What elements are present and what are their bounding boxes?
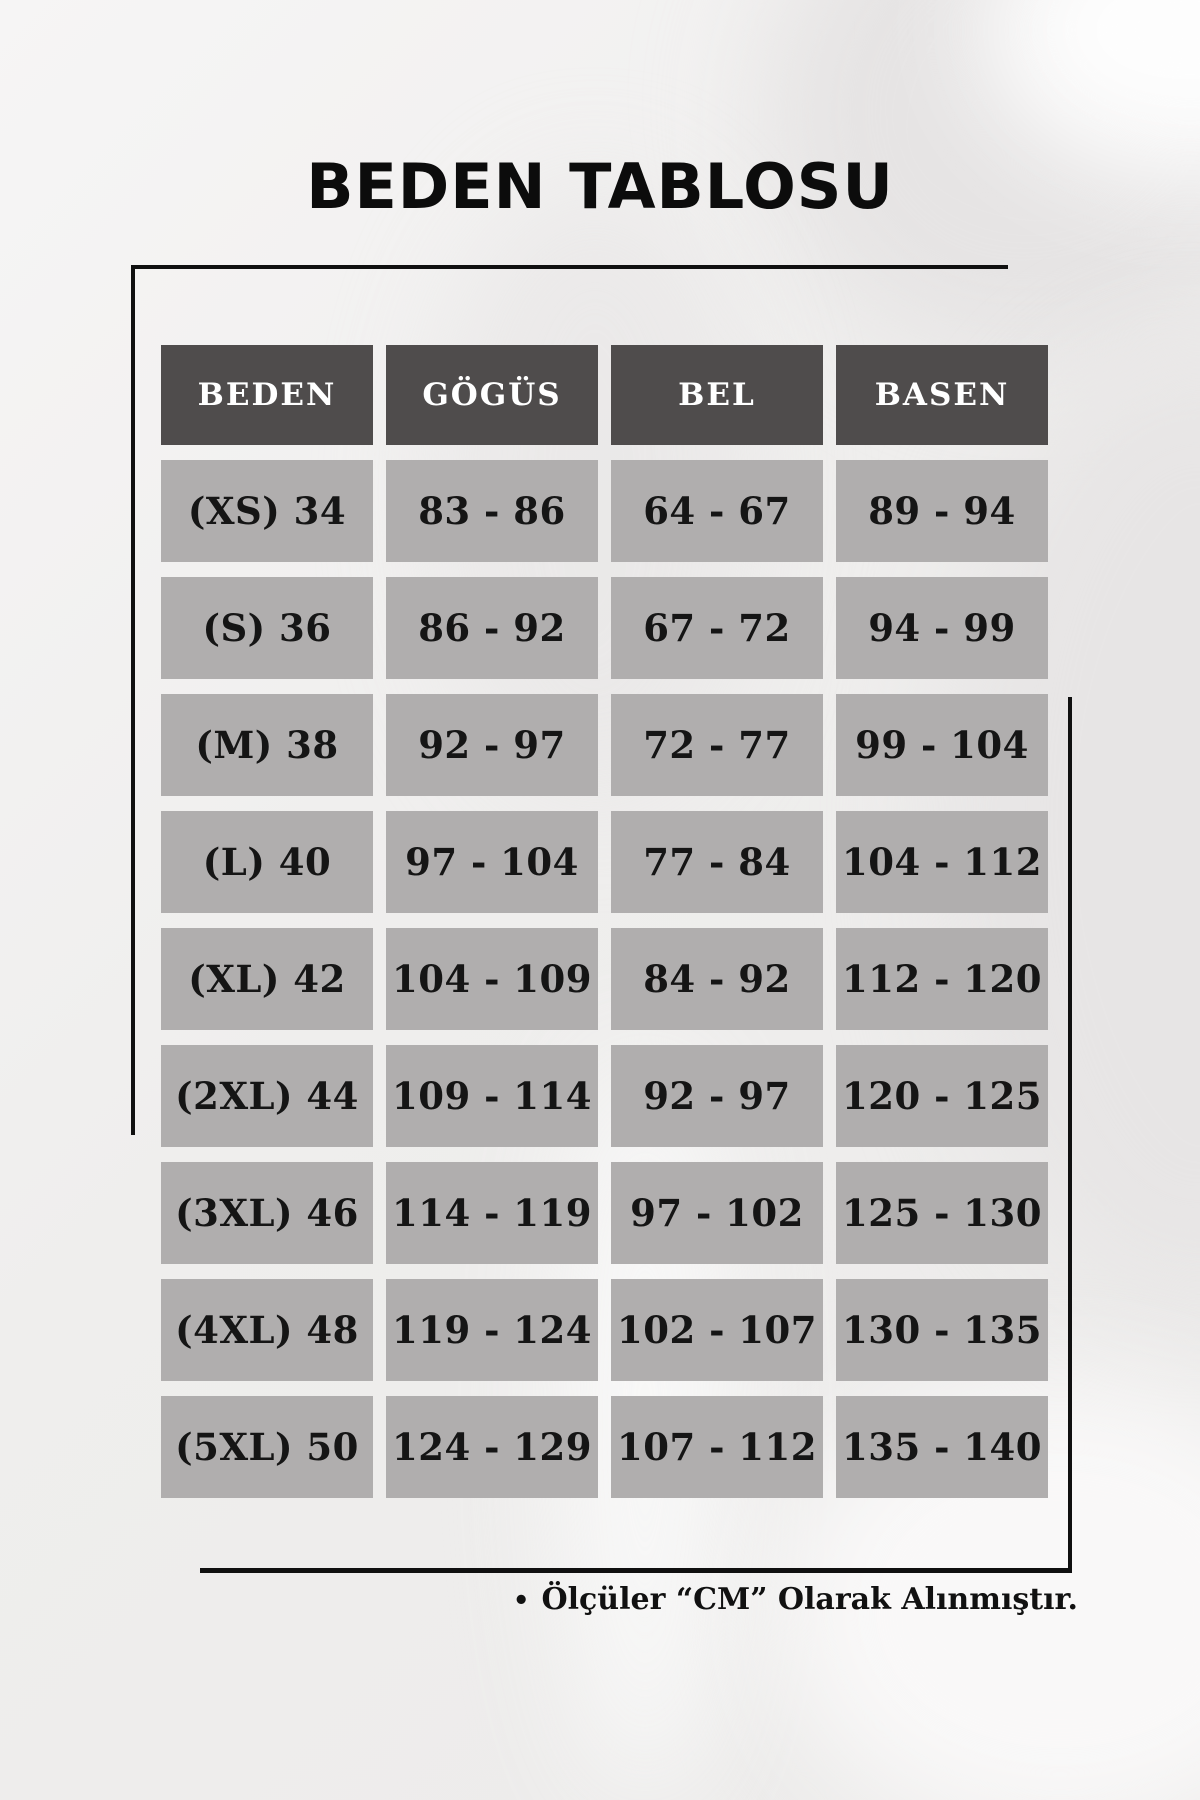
table-cell-size: (S) 36 [161,577,373,679]
table-cell: 89 - 94 [836,460,1048,562]
frame-line-top [131,265,1008,269]
table-cell: 135 - 140 [836,1396,1048,1498]
table-cell: 97 - 102 [611,1162,823,1264]
table-header-beden: BEDEN [161,345,373,445]
table-cell: 119 - 124 [386,1279,598,1381]
frame-line-bottom [200,1568,1072,1573]
table-cell-size: (M) 38 [161,694,373,796]
table-cell-size: (5XL) 50 [161,1396,373,1498]
table-cell: 107 - 112 [611,1396,823,1498]
table-cell: 112 - 120 [836,928,1048,1030]
table-cell: 109 - 114 [386,1045,598,1147]
table-cell: 104 - 109 [386,928,598,1030]
table-cell: 124 - 129 [386,1396,598,1498]
table-cell: 97 - 104 [386,811,598,913]
footnote-bullet-icon: • [512,1586,530,1616]
table-cell: 125 - 130 [836,1162,1048,1264]
table-cell-size: (2XL) 44 [161,1045,373,1147]
table-cell: 64 - 67 [611,460,823,562]
footnote-text: Ölçüler “CM” Olarak Alınmıştır. [541,1582,1078,1617]
table-cell-size: (XS) 34 [161,460,373,562]
table-cell: 94 - 99 [836,577,1048,679]
table-cell: 92 - 97 [611,1045,823,1147]
table-cell: 77 - 84 [611,811,823,913]
table-cell: 99 - 104 [836,694,1048,796]
table-cell: 86 - 92 [386,577,598,679]
footnote: • Ölçüler “CM” Olarak Alınmıştır. [513,1582,1078,1617]
table-cell-size: (L) 40 [161,811,373,913]
table-cell: 114 - 119 [386,1162,598,1264]
page-title: BEDEN TABLOSU [306,149,894,223]
table-cell: 130 - 135 [836,1279,1048,1381]
table-cell: 84 - 92 [611,928,823,1030]
table-cell: 83 - 86 [386,460,598,562]
size-table: BEDEN GÖGÜS BEL BASEN (XS) 34 83 - 86 64… [161,345,1048,1498]
table-cell: 72 - 77 [611,694,823,796]
table-header-basen: BASEN [836,345,1048,445]
table-header-bel: BEL [611,345,823,445]
frame-line-left [131,265,135,1135]
frame-line-right [1068,697,1072,1572]
table-cell-size: (3XL) 46 [161,1162,373,1264]
table-cell-size: (XL) 42 [161,928,373,1030]
table-cell: 92 - 97 [386,694,598,796]
table-cell: 102 - 107 [611,1279,823,1381]
table-header-gogus: GÖGÜS [386,345,598,445]
table-cell: 67 - 72 [611,577,823,679]
table-cell: 120 - 125 [836,1045,1048,1147]
table-cell: 104 - 112 [836,811,1048,913]
table-cell-size: (4XL) 48 [161,1279,373,1381]
